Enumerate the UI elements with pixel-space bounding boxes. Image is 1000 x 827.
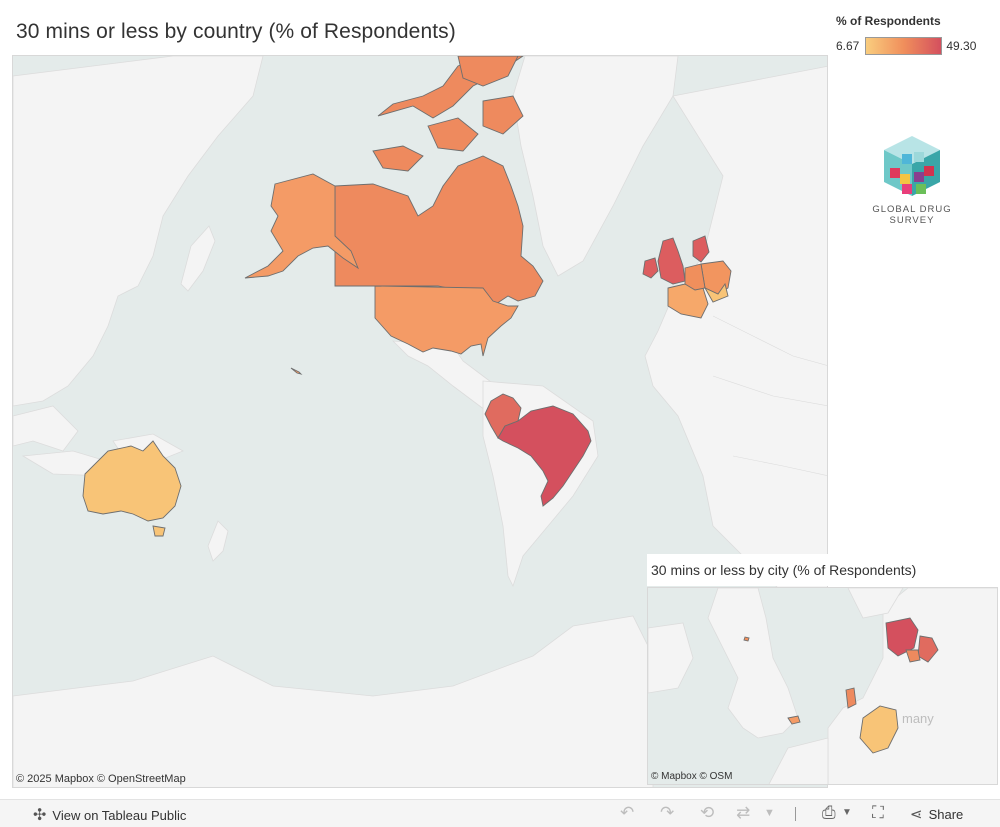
land-france [768, 737, 829, 784]
land-antarctica [13, 615, 654, 787]
inset-title-background [647, 554, 828, 586]
region-netherlands [845, 687, 857, 709]
logo-cubes-icon [884, 136, 940, 196]
inset-map-label: many [902, 711, 934, 726]
map-attribution[interactable]: © 2025 Mapbox © OpenStreetMap [16, 773, 186, 785]
toolbar-separator [795, 807, 796, 821]
land-continent [827, 588, 997, 784]
share-button[interactable]: ⋖ Share [910, 805, 963, 823]
region-usa [374, 285, 519, 357]
fullscreen-icon[interactable]: ⛶ [872, 803, 884, 822]
legend-gradient-bar [865, 37, 943, 55]
region-canada-arctic-4 [482, 95, 524, 135]
region-canada-arctic-3 [427, 117, 479, 152]
region-denmark-jutland [885, 617, 919, 657]
land-asia-east [13, 56, 264, 407]
view-on-tableau-label: View on Tableau Public [52, 807, 187, 823]
land-nz [207, 520, 229, 562]
download-icon[interactable]: ⎙ [822, 803, 836, 822]
land-gb [707, 588, 799, 739]
region-ireland [642, 257, 659, 279]
legend-min: 6.67 [836, 39, 860, 53]
land-greenland [512, 56, 679, 277]
undo-icon[interactable]: ↶ [620, 803, 635, 822]
region-brazil [497, 405, 592, 507]
city-map[interactable]: many [647, 587, 998, 785]
region-scandinavia [692, 235, 710, 263]
legend-title: % of Respondents [836, 14, 941, 28]
page-title: 30 mins or less by country (% of Respond… [16, 20, 456, 43]
region-hawaii [290, 367, 303, 375]
legend-max: 49.30 [946, 39, 977, 53]
region-central-europe [684, 263, 706, 291]
global-drug-survey-logo: GLOBAL DRUG SURVEY [852, 134, 972, 226]
tableau-logo-icon: ✣ [33, 807, 47, 824]
region-canada-arctic-5 [457, 56, 519, 87]
land-ireland [648, 622, 694, 694]
tableau-toolbar: ✣ View on Tableau Public ↶ ↷ ⟲ ⇄ ▼ ⎙ ▼ ⛶… [0, 799, 1000, 827]
redo-icon[interactable]: ↷ [660, 803, 675, 822]
legend-row: 6.67 49.30 [836, 37, 996, 55]
country-map-canvas [13, 56, 827, 787]
region-germany-city [859, 705, 899, 754]
region-uk [657, 237, 686, 285]
region-canada-arctic-2 [372, 145, 424, 172]
region-tasmania [152, 525, 166, 537]
download-dropdown-icon[interactable]: ▼ [842, 807, 852, 818]
land-eurasia [644, 65, 827, 616]
share-icon: ⋖ [910, 806, 923, 823]
logo-text: GLOBAL DRUG SURVEY [872, 204, 952, 226]
city-map-canvas: many [648, 588, 997, 784]
refresh-dropdown-icon[interactable]: ▼ [764, 807, 775, 819]
inset-title: 30 mins or less by city (% of Respondent… [651, 562, 917, 578]
revert-icon[interactable]: ⟲ [700, 803, 715, 822]
region-alps [703, 282, 729, 303]
color-legend: % of Respondents 6.67 49.30 [836, 14, 996, 55]
share-label: Share [928, 806, 964, 822]
region-alaska [244, 173, 359, 279]
region-australia [82, 440, 182, 522]
region-denmark-island [905, 649, 921, 663]
inset-attribution[interactable]: © Mapbox © OSM [651, 771, 733, 782]
land-se-asia [13, 405, 79, 452]
land-japan [180, 225, 216, 292]
region-small-spot [743, 636, 750, 642]
view-on-tableau-public-link[interactable]: ✣ View on Tableau Public [33, 805, 186, 825]
land-norway [847, 588, 904, 619]
country-map[interactable] [12, 55, 828, 788]
refresh-icon[interactable]: ⇄ [736, 803, 751, 822]
region-uk-city [787, 715, 801, 725]
